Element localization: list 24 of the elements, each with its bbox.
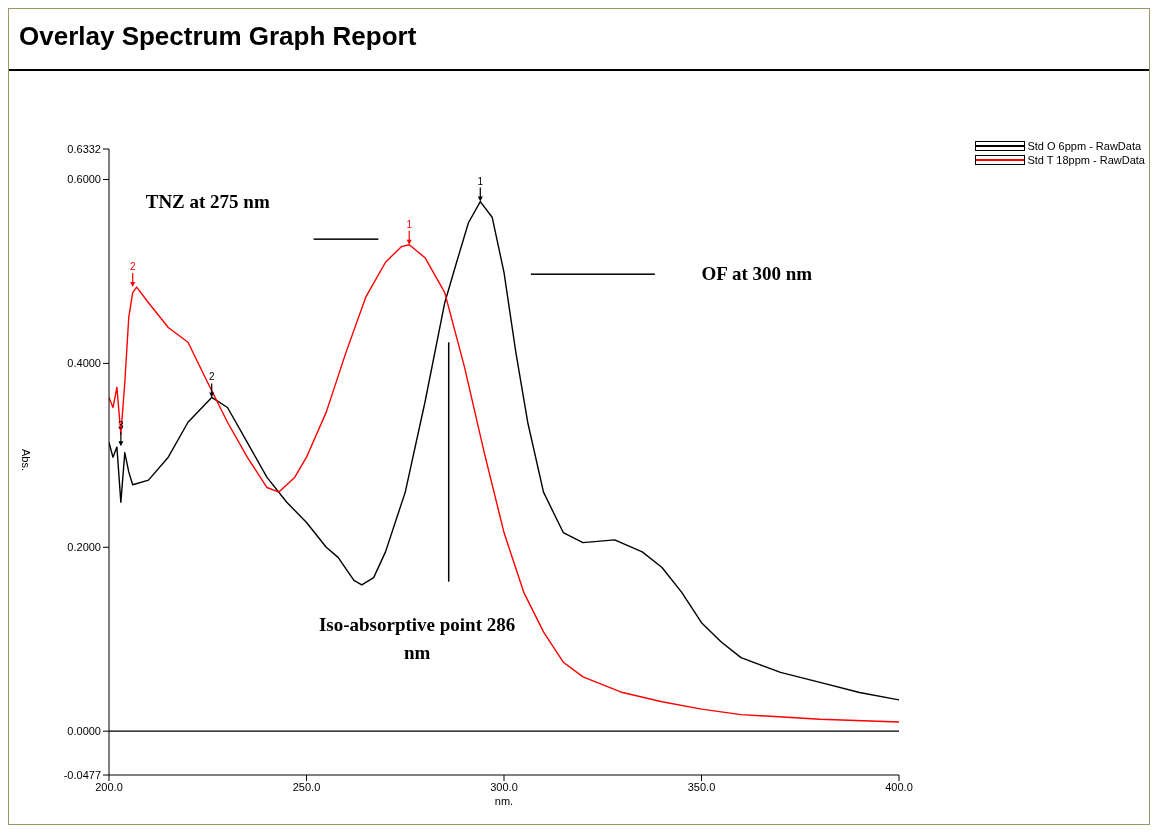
chart-title: Overlay Spectrum Graph Report bbox=[9, 9, 1149, 71]
annotation: Iso-absorptive point 286 nm bbox=[317, 612, 517, 665]
annotation: 2 bbox=[208, 371, 215, 383]
y-tick-label: 0.6332 bbox=[67, 142, 101, 155]
x-axis-title: nm. bbox=[494, 795, 514, 807]
x-tick-label: 400.0 bbox=[885, 780, 913, 793]
annotation: 1 bbox=[477, 175, 484, 187]
x-tick-label: 250.0 bbox=[292, 780, 321, 793]
y-axis-title: Abs. bbox=[20, 448, 33, 472]
y-tick-label: -0.0477 bbox=[63, 768, 101, 781]
x-tick-label: 300.0 bbox=[490, 780, 518, 793]
y-tick-label: 0.6000 bbox=[67, 173, 101, 186]
annotation: OF at 300 nm bbox=[701, 262, 814, 287]
y-tick-label: 0.4000 bbox=[67, 357, 101, 370]
y-tick-label: 0.0000 bbox=[67, 725, 101, 738]
annotation: TNZ at 275 nm bbox=[144, 190, 271, 215]
x-tick-label: 200.0 bbox=[95, 780, 123, 793]
annotation: 2 bbox=[129, 261, 136, 273]
y-tick-label: 0.2000 bbox=[67, 541, 101, 554]
x-tick-label: 350.0 bbox=[687, 780, 716, 793]
legend-label: Std O 6ppm - RawData bbox=[1027, 140, 1142, 152]
annotation: 1 bbox=[406, 218, 413, 230]
legend-label: Std T 18ppm - RawData bbox=[1027, 154, 1145, 166]
annotation: 3 bbox=[118, 420, 125, 432]
